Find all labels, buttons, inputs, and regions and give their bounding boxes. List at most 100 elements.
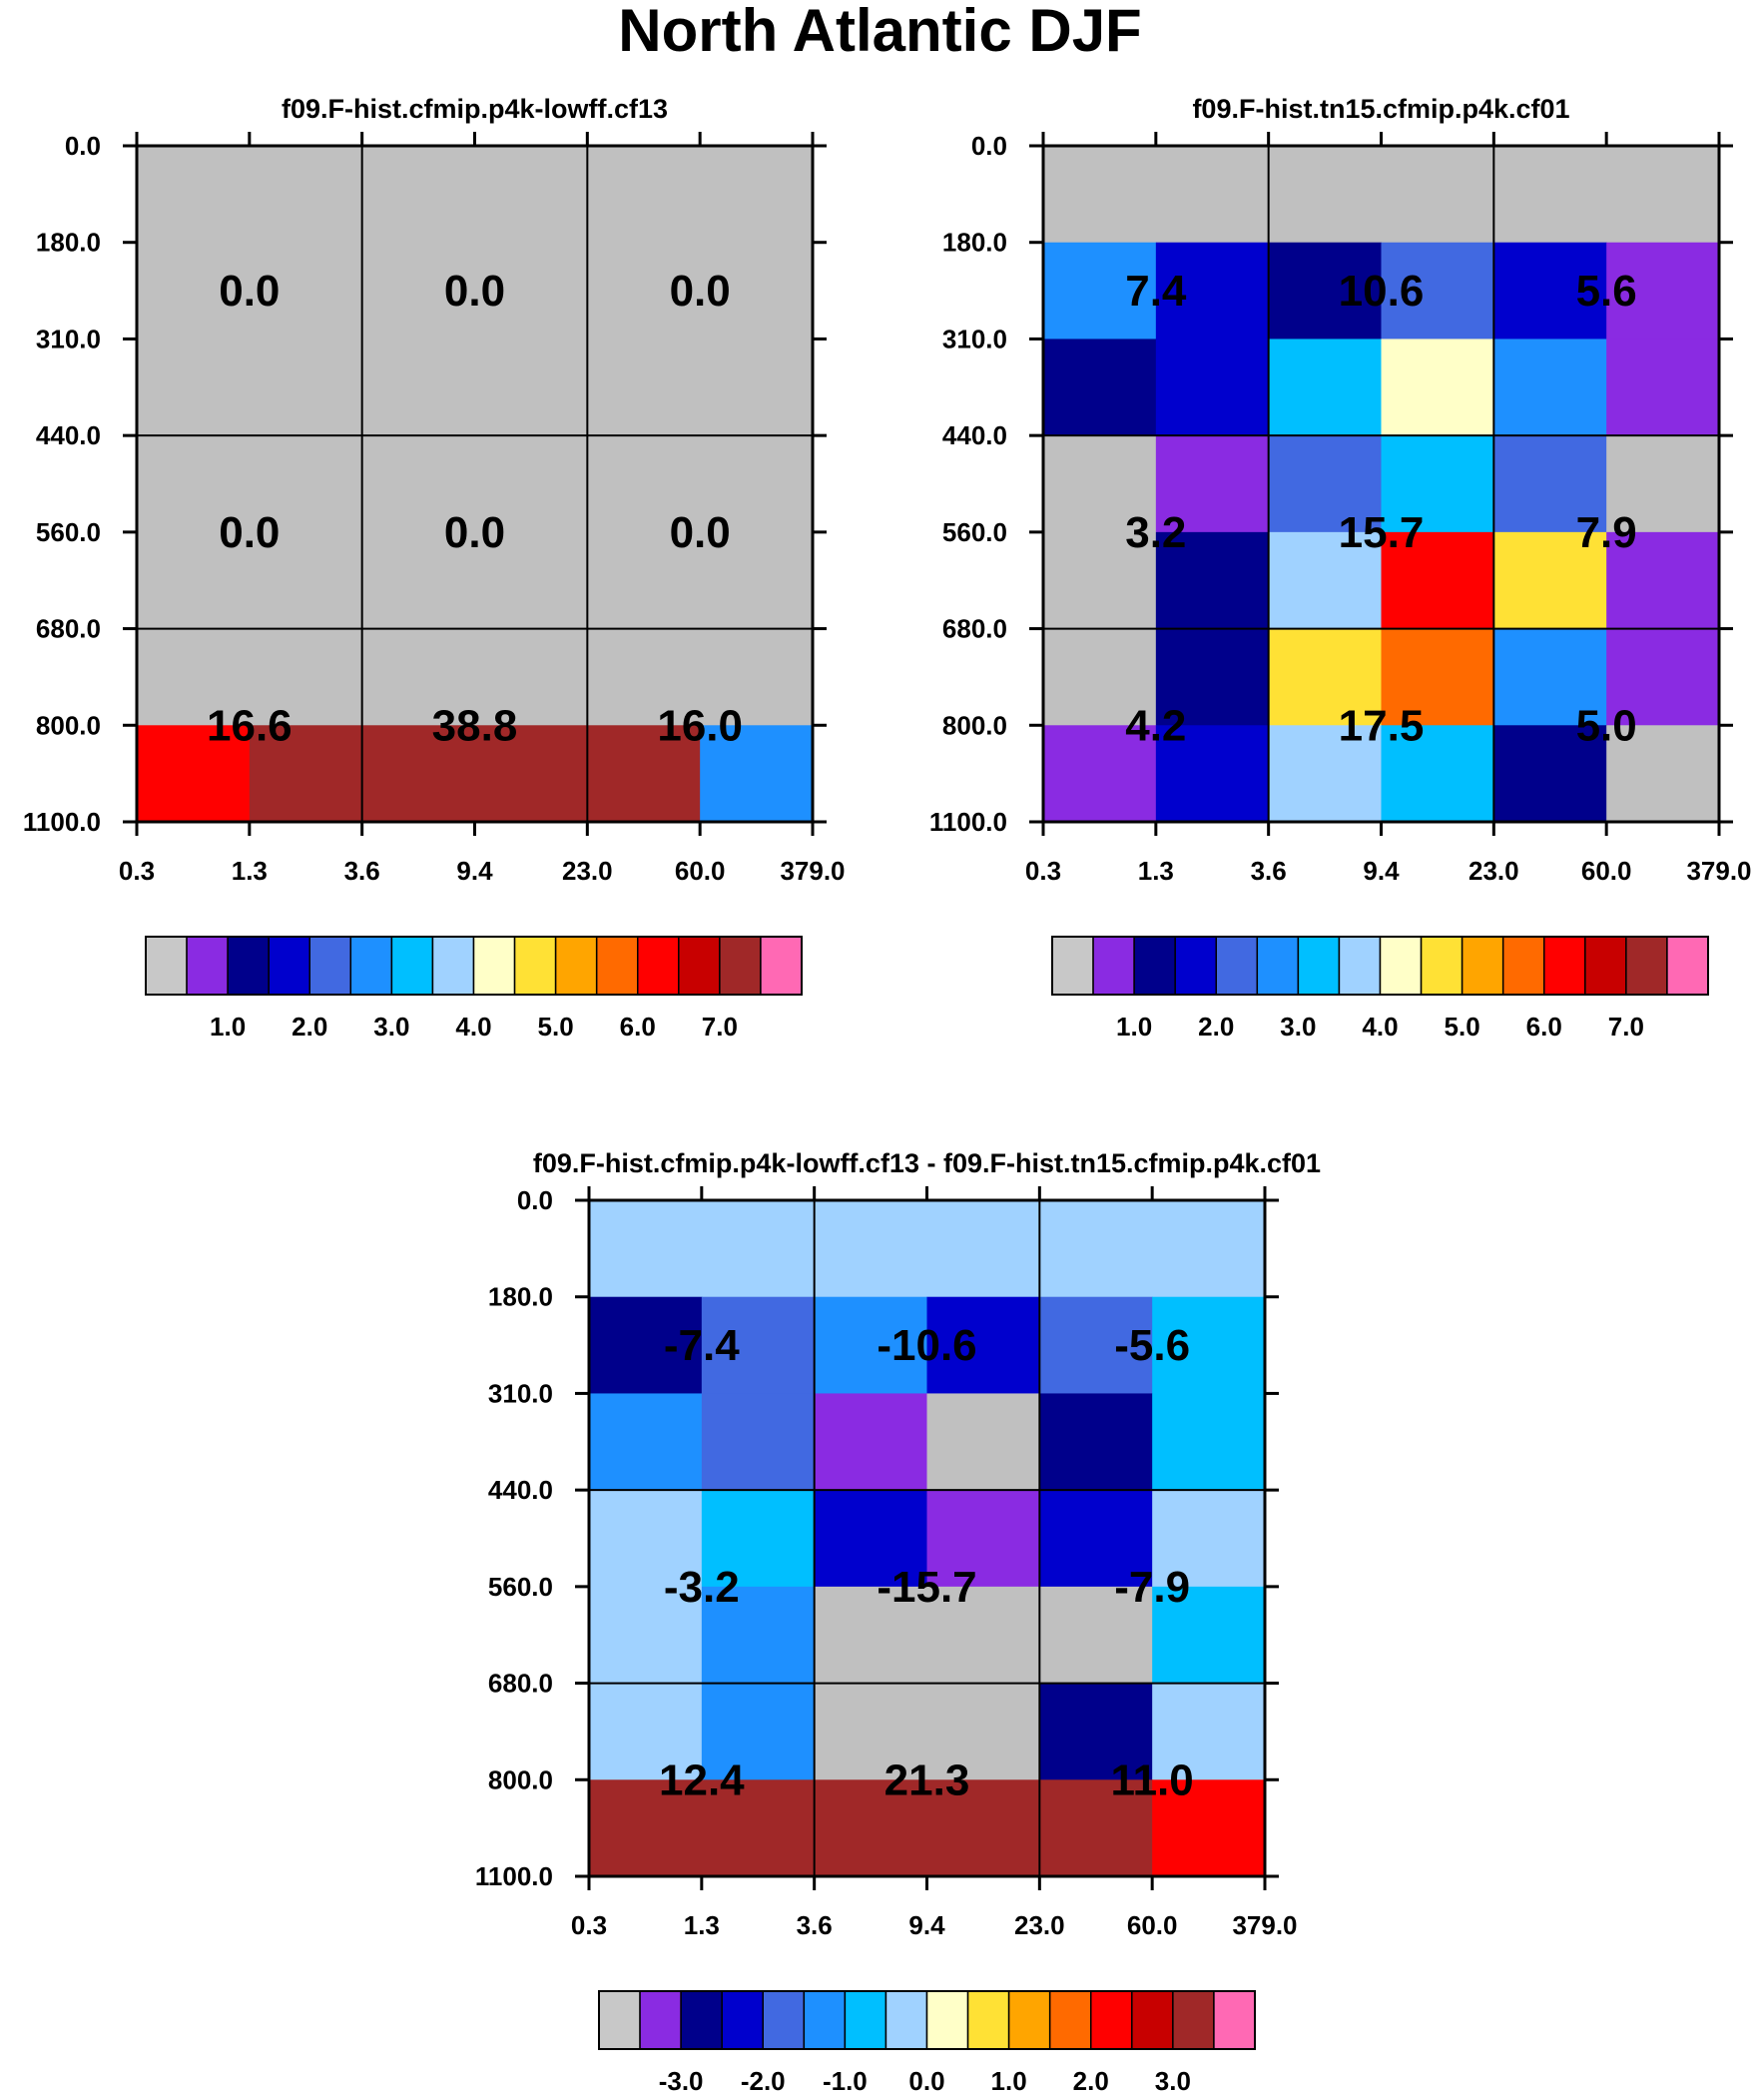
cell-value-label: -15.7: [877, 1563, 976, 1612]
colorbar-label: 2.0: [1198, 1012, 1234, 1042]
heatmap-cell: [1268, 628, 1383, 726]
heatmap-cell: [701, 1200, 816, 1298]
heatmap-cell: [1268, 339, 1383, 436]
heatmap-cell: [587, 242, 701, 341]
colorbar-label: -2.0: [741, 2066, 786, 2096]
x-tick-label: 0.3: [571, 1910, 607, 1940]
heatmap-cell: [474, 339, 588, 436]
heatmap-cell: [589, 1779, 703, 1877]
heatmap-cell: [249, 435, 363, 533]
cell-value-label: -7.4: [664, 1321, 740, 1370]
cell-value-label: 7.9: [1576, 508, 1637, 557]
y-tick-label: 180.0: [488, 1282, 553, 1312]
y-tick-label: 440.0: [36, 420, 101, 450]
heatmap-cell: [1043, 146, 1157, 244]
colorbar-label: 5.0: [538, 1012, 574, 1042]
x-tick-label: 9.4: [1363, 856, 1400, 886]
colorbar-swatch: [966, 1990, 1010, 2050]
heatmap-cell: [1606, 339, 1720, 436]
y-tick-label: 180.0: [36, 228, 101, 258]
heatmap-cell: [700, 339, 814, 436]
cell-value-label: 17.5: [1339, 701, 1425, 750]
main-title: North Atlantic DJF: [618, 0, 1142, 64]
heatmap-cell: [474, 531, 588, 630]
heatmap-cell: [1493, 435, 1607, 533]
colorbar-swatch: [639, 1990, 682, 2050]
heatmap-cell: [1043, 339, 1157, 436]
colorbar-label: 3.0: [1280, 1012, 1316, 1042]
colorbar-swatch: [595, 936, 639, 996]
x-tick-label: 23.0: [1468, 856, 1519, 886]
heatmap-cell: [137, 339, 251, 436]
heatmap-cell: [814, 1683, 928, 1780]
heatmap-cell: [1606, 146, 1720, 244]
y-tick-label: 1100.0: [929, 807, 1007, 837]
heatmap-cell: [1493, 339, 1607, 436]
heatmap-cell: [249, 146, 363, 244]
heatmap-cell: [1043, 725, 1157, 823]
heatmap-cell: [701, 1586, 816, 1685]
y-tick-label: 310.0: [488, 1378, 553, 1408]
y-tick-label: 310.0: [36, 324, 101, 353]
cell-value-label: 11.0: [1111, 1755, 1194, 1804]
heatmap-cell: [361, 435, 476, 533]
heatmap-cell: [1155, 242, 1270, 341]
x-tick-label: 60.0: [1127, 1910, 1178, 1940]
heatmap-cell: [361, 628, 476, 726]
heatmap-cell: [361, 531, 476, 630]
heatmap-cell: [1493, 242, 1607, 341]
heatmap-cell: [1152, 1296, 1266, 1395]
x-tick-label: 1.3: [684, 1910, 720, 1940]
heatmap-cell: [1043, 435, 1157, 533]
heatmap-cell: [474, 725, 588, 823]
heatmap-cell: [1039, 1683, 1153, 1780]
heatmap-cell: [1043, 628, 1157, 726]
heatmap-cell: [589, 1683, 703, 1780]
heatmap-cell: [1155, 339, 1270, 436]
y-tick-label: 560.0: [36, 517, 101, 547]
heatmap-cell: [700, 725, 814, 823]
x-tick-label: 9.4: [908, 1910, 945, 1940]
heatmap-cell: [1493, 725, 1607, 823]
y-tick-label: 680.0: [488, 1669, 553, 1699]
cell-value-label: 16.6: [207, 701, 293, 750]
cell-value-label: 38.8: [432, 701, 518, 750]
heatmap-cell: [1039, 1490, 1153, 1588]
colorbar-label: 0.0: [908, 2066, 944, 2096]
heatmap-cell: [474, 435, 588, 533]
heatmap-cell: [1493, 146, 1607, 244]
panel-title: f09.F-hist.cfmip.p4k-lowff.cf13: [282, 94, 668, 124]
heatmap-cell: [701, 1393, 816, 1491]
heatmap-cell: [1268, 146, 1383, 244]
cell-value-label: 4.2: [1125, 701, 1186, 750]
heatmap-cell: [587, 146, 701, 244]
x-tick-label: 379.0: [1232, 1910, 1297, 1940]
heatmap-cell: [361, 725, 476, 823]
heatmap-cell: [1039, 1296, 1153, 1395]
heatmap-cell: [1381, 146, 1494, 244]
y-tick-label: 1100.0: [23, 807, 101, 837]
cell-value-label: 0.0: [444, 508, 505, 557]
heatmap-cell: [1381, 339, 1494, 436]
x-tick-label: 60.0: [675, 856, 726, 886]
heatmap-cell: [701, 1683, 816, 1780]
y-tick-label: 680.0: [36, 614, 101, 644]
heatmap-cell: [1155, 146, 1270, 244]
colorbar-swatch: [145, 936, 188, 996]
panel-title: f09.F-hist.cfmip.p4k-lowff.cf13 - f09.F-…: [533, 1148, 1321, 1178]
heatmap-cell: [589, 1296, 703, 1395]
heatmap-cell: [589, 1490, 703, 1588]
heatmap-cell: [1606, 531, 1720, 630]
heatmap-cell: [700, 146, 814, 244]
colorbar-swatch: [925, 1990, 969, 2050]
heatmap-cell: [1155, 435, 1270, 533]
heatmap-cell: [137, 628, 251, 726]
colorbar-label: 3.0: [373, 1012, 409, 1042]
heatmap-cell: [814, 1586, 928, 1685]
colorbar-swatch: [803, 1990, 847, 2050]
heatmap-cell: [1152, 1683, 1266, 1780]
colorbar-swatch: [1133, 936, 1176, 996]
colorbar-swatch: [1048, 1990, 1092, 2050]
